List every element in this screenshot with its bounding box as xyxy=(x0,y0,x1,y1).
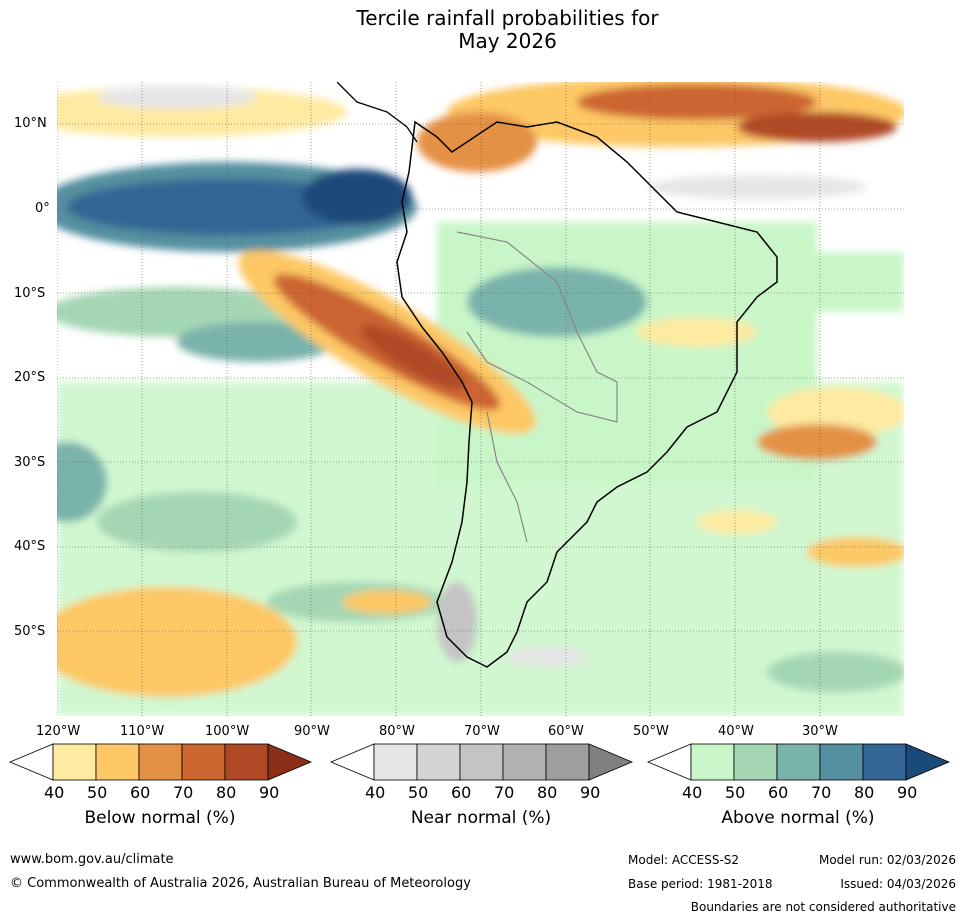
colorbar-tick-label: 90 xyxy=(897,783,918,802)
colorbar-extend-low xyxy=(8,743,54,781)
below-normal-colorbar xyxy=(8,743,313,781)
colorbar-tick-label: 60 xyxy=(451,783,472,802)
colorbar-tick-label: 40 xyxy=(44,783,65,802)
colorbar-segment xyxy=(416,743,461,781)
colorbar-segment xyxy=(181,743,226,781)
lat-label: 50°S xyxy=(14,624,46,639)
colorbar-tick-label: 70 xyxy=(173,783,194,802)
colorbar-segment xyxy=(502,743,547,781)
lon-label: 70°W xyxy=(464,724,500,739)
lat-label: 10°S xyxy=(14,286,46,301)
footer-url[interactable]: www.bom.gov.au/climate xyxy=(10,852,174,867)
colorbar-tick-label: 60 xyxy=(130,783,151,802)
colorbar-tick-label: 50 xyxy=(408,783,429,802)
colorbar-extend-high xyxy=(905,743,951,781)
colorbar-extend-high xyxy=(588,743,634,781)
colorbar-segment xyxy=(545,743,590,781)
lon-label: 30°W xyxy=(802,724,838,739)
lon-label: 80°W xyxy=(379,724,415,739)
lat-label: 40°S xyxy=(14,539,46,554)
colorbar-segment xyxy=(819,743,864,781)
colorbar-segment xyxy=(52,743,97,781)
southern-below-normal-patch xyxy=(57,587,297,697)
lon-label: 100°W xyxy=(205,724,250,739)
lon-label: 60°W xyxy=(548,724,584,739)
lon-label: 120°W xyxy=(36,724,81,739)
colorbar-tick-label: 60 xyxy=(768,783,789,802)
graticule xyxy=(57,82,904,716)
footer-base-period: Base period: 1981-2018 xyxy=(628,877,773,891)
colorbar-title-above: Above normal (%) xyxy=(721,808,875,828)
colorbar-segment xyxy=(733,743,778,781)
lon-label: 40°W xyxy=(718,724,754,739)
colorbar-extend-low xyxy=(329,743,375,781)
colorbar-tick-label: 90 xyxy=(259,783,280,802)
colorbar-tick-label: 80 xyxy=(216,783,237,802)
map-title-line1: Tercile rainfall probabilities for xyxy=(356,6,659,30)
above-normal-colorbar xyxy=(646,743,951,781)
colorbar-tick-label: 80 xyxy=(537,783,558,802)
near-normal-colorbar xyxy=(329,743,634,781)
south-america-outline xyxy=(396,120,778,668)
colorbar-segment xyxy=(776,743,821,781)
colorbar-tick-label: 40 xyxy=(682,783,703,802)
colorbar-segment xyxy=(459,743,504,781)
lat-label: 10°N xyxy=(14,116,47,131)
footer-model-run: Model run: 02/03/2026 xyxy=(818,853,956,867)
colorbar-tick-label: 50 xyxy=(87,783,108,802)
colorbar-tick-label: 70 xyxy=(811,783,832,802)
colorbar-segment xyxy=(862,743,907,781)
colorbar-segment xyxy=(224,743,269,781)
footer-disclaimer: Boundaries are not considered authoritat… xyxy=(690,900,956,914)
colorbar-tick-label: 90 xyxy=(580,783,601,802)
colorbar-group xyxy=(8,743,951,781)
lat-label: 20°S xyxy=(14,370,46,385)
colorbar-tick-label: 50 xyxy=(725,783,746,802)
footer-copyright: © Commonwealth of Australia 2026, Austra… xyxy=(10,876,471,891)
colorbar-segment xyxy=(95,743,140,781)
colorbar-tick-label: 40 xyxy=(365,783,386,802)
rainfall-probability-map xyxy=(57,82,904,716)
lon-label: 110°W xyxy=(120,724,165,739)
map-title-line2: May 2026 xyxy=(458,29,557,53)
colorbar-segment xyxy=(690,743,735,781)
diagonal-below-normal-band xyxy=(238,250,536,434)
footer-issued: Issued: 04/03/2026 xyxy=(840,877,956,891)
lon-label: 50°W xyxy=(633,724,669,739)
colorbar-tick-label: 80 xyxy=(854,783,875,802)
colorbar-segment xyxy=(373,743,418,781)
lat-label: 0° xyxy=(35,201,50,216)
colorbar-extend-low xyxy=(646,743,692,781)
colorbar-segment xyxy=(138,743,183,781)
colorbar-extend-high xyxy=(267,743,313,781)
colorbar-title-below: Below normal (%) xyxy=(84,808,236,828)
colorbar-tick-label: 70 xyxy=(494,783,515,802)
lon-label: 90°W xyxy=(294,724,330,739)
colorbar-title-near: Near normal (%) xyxy=(410,808,552,828)
footer-model: Model: ACCESS-S2 xyxy=(628,853,740,867)
lat-label: 30°S xyxy=(14,455,46,470)
